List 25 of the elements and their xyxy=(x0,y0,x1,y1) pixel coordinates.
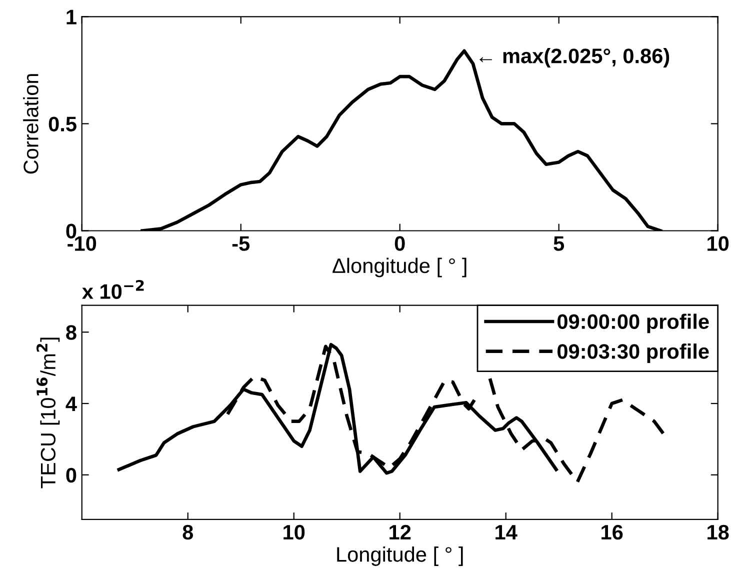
y-tick-label: 8 xyxy=(66,325,76,340)
x-axis-title: Longitude [ ° ] xyxy=(337,546,463,566)
x-tick-label: 10 xyxy=(708,236,729,251)
x-tick-label: -5 xyxy=(232,236,250,251)
legend-label: 09:03:30 profile xyxy=(558,344,709,363)
x-tick-label: 5 xyxy=(554,236,564,251)
x-axis-title: Δlongitude [ ° ] xyxy=(332,258,466,278)
x-tick-label: 12 xyxy=(390,524,411,540)
x-tick-label: 18 xyxy=(708,524,729,540)
y-tick-label: 1 xyxy=(66,10,76,24)
annotation: ← max(2.025°, 0.86) xyxy=(480,48,670,68)
legend-label: 09:00:00 profile xyxy=(558,314,709,334)
x-tick-label: 16 xyxy=(602,524,623,540)
y-axis-title: Correlation xyxy=(23,74,38,174)
x-tick-label: 14 xyxy=(496,525,518,540)
y-axis-title: TECU [10$^{16}$/m$^{2}$] xyxy=(36,338,60,488)
y-tick-label: 0 xyxy=(66,224,76,238)
text: x 10$^{−2}$ xyxy=(82,280,144,299)
y-tick-label: 0.5 xyxy=(48,116,76,132)
x-tick-label: 0 xyxy=(394,236,405,251)
x-tick-label: 8 xyxy=(182,524,194,540)
x-tick-label: -10 xyxy=(68,236,96,251)
y-tick-label: 4 xyxy=(66,396,77,412)
x-tick-label: 10 xyxy=(284,524,305,540)
y-tick-label: 0 xyxy=(66,468,76,483)
